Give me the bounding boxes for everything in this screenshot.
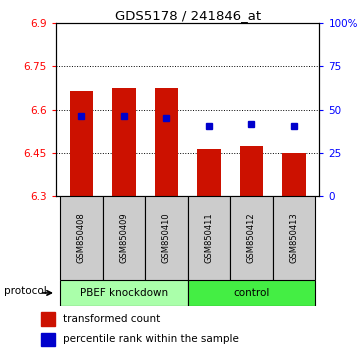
Bar <box>60 280 188 306</box>
Bar <box>70 91 93 196</box>
Bar <box>60 196 103 280</box>
Text: GSM850409: GSM850409 <box>119 213 129 263</box>
Bar <box>240 146 263 196</box>
Text: GSM850412: GSM850412 <box>247 213 256 263</box>
Bar <box>112 88 136 196</box>
Bar <box>155 88 178 196</box>
Text: PBEF knockdown: PBEF knockdown <box>80 288 168 298</box>
Text: GSM850408: GSM850408 <box>77 213 86 263</box>
Text: GSM850413: GSM850413 <box>290 213 299 263</box>
Text: control: control <box>233 288 270 298</box>
Bar <box>273 196 315 280</box>
Text: GSM850411: GSM850411 <box>204 213 213 263</box>
Bar <box>188 280 315 306</box>
Bar <box>230 196 273 280</box>
Text: transformed count: transformed count <box>63 314 161 324</box>
Title: GDS5178 / 241846_at: GDS5178 / 241846_at <box>115 9 261 22</box>
Text: GSM850410: GSM850410 <box>162 213 171 263</box>
Text: protocol: protocol <box>4 286 46 296</box>
Bar <box>188 196 230 280</box>
Bar <box>41 333 55 346</box>
Bar <box>197 149 221 196</box>
Bar <box>41 312 55 326</box>
Bar <box>103 196 145 280</box>
Text: percentile rank within the sample: percentile rank within the sample <box>63 335 239 344</box>
Bar <box>145 196 188 280</box>
Bar <box>282 153 306 196</box>
